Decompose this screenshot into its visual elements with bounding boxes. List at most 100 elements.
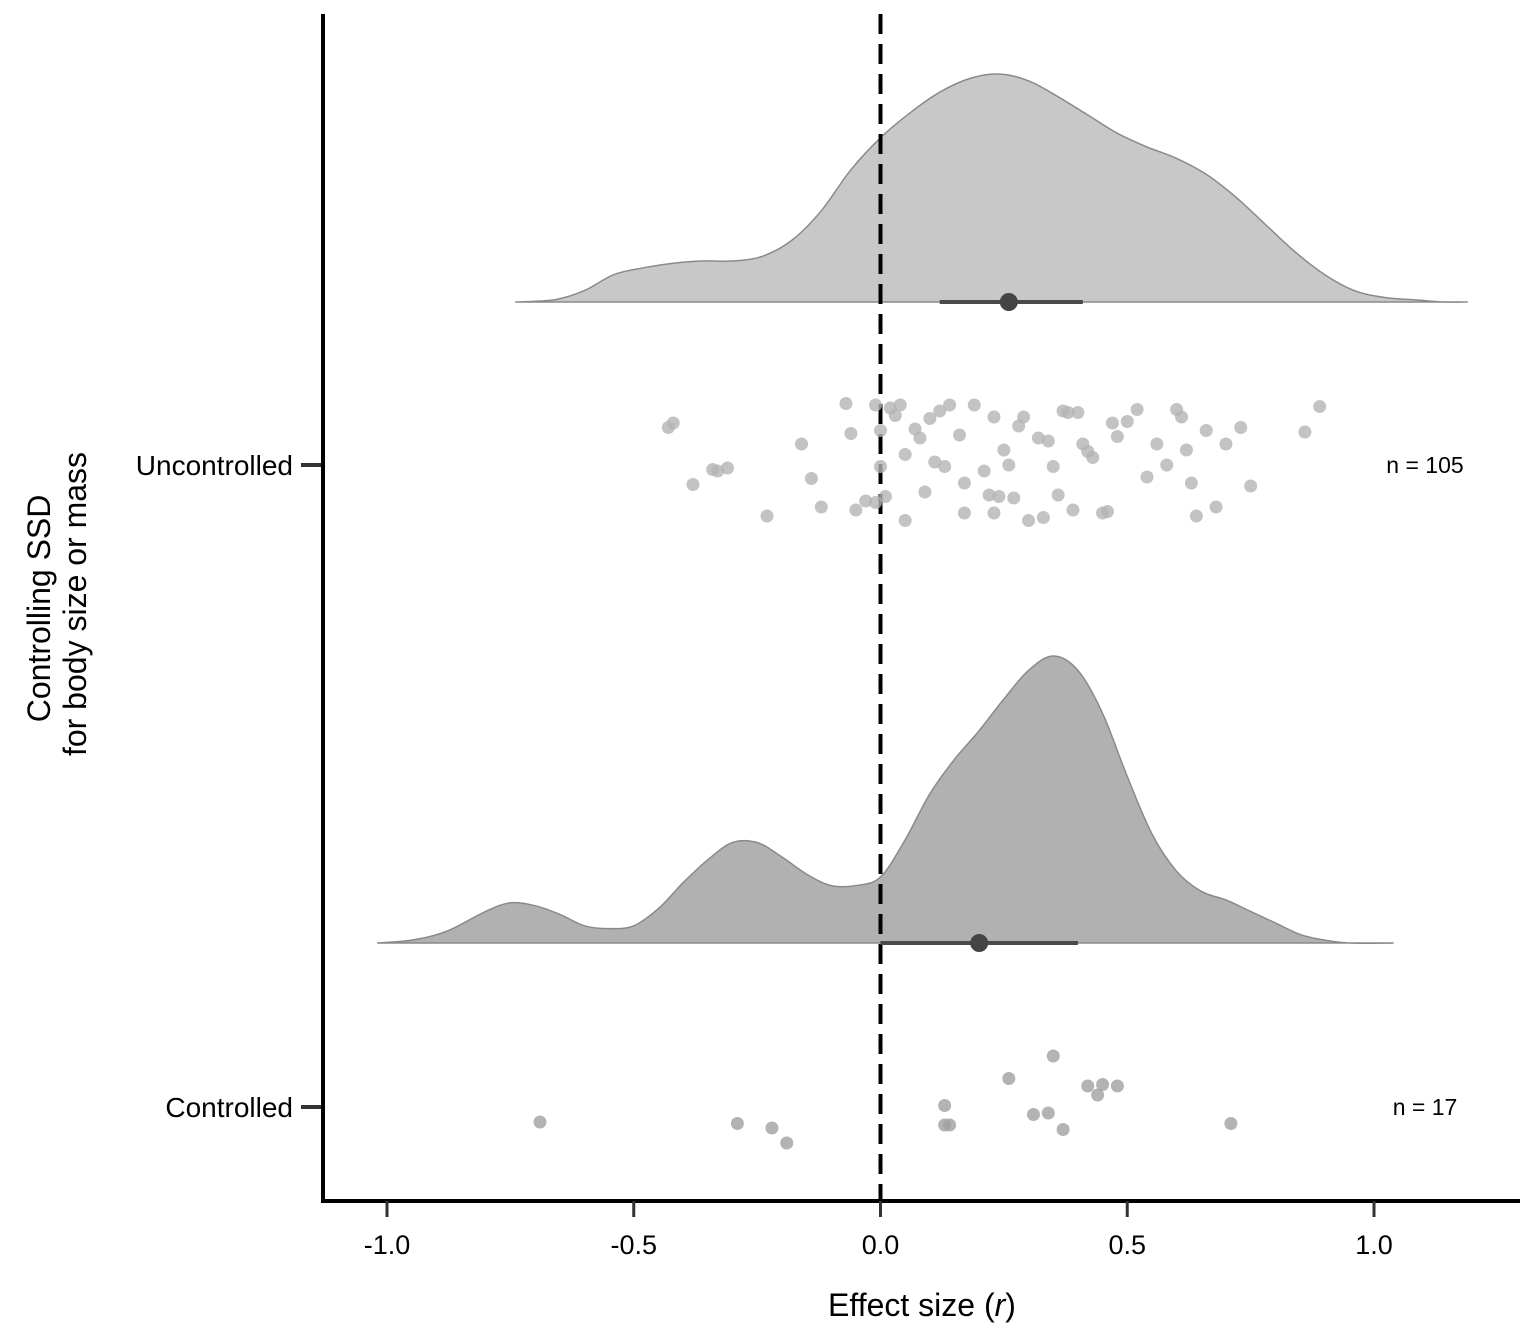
point-controlled <box>1110 1079 1124 1093</box>
point-uncontrolled <box>1175 410 1189 424</box>
point-uncontrolled <box>878 490 892 503</box>
point-uncontrolled <box>869 398 883 412</box>
points-layer <box>533 397 1327 1150</box>
point-uncontrolled <box>1101 505 1115 518</box>
point-uncontrolled <box>1041 434 1055 448</box>
density-controlled <box>377 655 1394 944</box>
point-controlled <box>943 1118 957 1132</box>
point-uncontrolled <box>992 490 1006 503</box>
point-uncontrolled <box>1051 488 1065 502</box>
y-axis-title: Controlling SSD for body size or mass <box>21 452 93 756</box>
point-uncontrolled <box>1189 509 1203 523</box>
point-controlled <box>1096 1078 1110 1091</box>
point-uncontrolled <box>1036 511 1050 524</box>
category-label-controlled: Controlled <box>165 1092 293 1123</box>
point-uncontrolled <box>1086 451 1100 464</box>
point-uncontrolled <box>967 398 981 412</box>
point-uncontrolled <box>1184 476 1198 490</box>
point-uncontrolled <box>1244 479 1258 493</box>
category-label-uncontrolled: Uncontrolled <box>136 450 293 481</box>
point-uncontrolled <box>987 506 1001 520</box>
point-uncontrolled <box>997 443 1011 457</box>
density-uncontrolled <box>515 73 1468 303</box>
point-uncontrolled <box>898 448 912 461</box>
point-uncontrolled <box>1234 421 1248 434</box>
point-uncontrolled <box>1179 443 1193 457</box>
label-layer: Effect size (r) Controlling SSD for body… <box>21 450 1464 1323</box>
point-controlled <box>765 1121 779 1135</box>
point-controlled <box>938 1099 952 1112</box>
point-uncontrolled <box>874 460 887 473</box>
point-uncontrolled <box>1199 424 1213 437</box>
point-uncontrolled <box>814 500 828 514</box>
point-uncontrolled <box>1140 470 1154 484</box>
point-uncontrolled <box>1130 403 1144 416</box>
point-uncontrolled <box>1160 458 1174 472</box>
point-uncontrolled <box>1046 460 1060 473</box>
point-uncontrolled <box>987 410 1001 424</box>
point-uncontrolled <box>1150 437 1164 451</box>
point-uncontrolled <box>898 514 912 527</box>
y-axis-title-line-2: for body size or mass <box>57 452 93 756</box>
point-uncontrolled <box>1017 410 1031 424</box>
point-uncontrolled <box>893 398 907 412</box>
point-uncontrolled <box>1313 400 1327 413</box>
point-uncontrolled <box>1071 406 1085 419</box>
point-uncontrolled <box>839 397 853 410</box>
point-uncontrolled <box>1219 437 1233 451</box>
point-uncontrolled <box>874 424 887 437</box>
point-controlled <box>730 1117 744 1130</box>
x-tick-label: -1.0 <box>364 1230 411 1260</box>
point-uncontrolled <box>1110 430 1124 443</box>
point-uncontrolled <box>888 409 902 422</box>
point-uncontrolled <box>804 472 818 485</box>
point-uncontrolled <box>1120 415 1134 428</box>
point-uncontrolled <box>686 478 700 491</box>
point-uncontrolled <box>982 488 996 502</box>
density-layer <box>377 73 1468 944</box>
point-uncontrolled <box>721 461 735 475</box>
axes <box>301 14 1520 1217</box>
point-uncontrolled <box>918 485 932 499</box>
point-uncontrolled <box>957 476 971 490</box>
interval-layer <box>880 293 1083 952</box>
point-uncontrolled <box>859 494 873 508</box>
point-controlled <box>1081 1079 1095 1093</box>
point-uncontrolled <box>844 427 858 440</box>
x-tick-label: 1.0 <box>1355 1230 1393 1260</box>
x-tick-label: -0.5 <box>610 1230 657 1260</box>
point-uncontrolled <box>943 398 957 412</box>
point-uncontrolled <box>869 496 883 509</box>
point-uncontrolled <box>1031 431 1045 445</box>
point-uncontrolled <box>1007 491 1021 505</box>
point-controlled <box>1046 1049 1060 1063</box>
point-uncontrolled <box>1061 406 1075 419</box>
point-uncontrolled <box>1002 458 1016 472</box>
point-uncontrolled <box>1298 425 1312 439</box>
y-axis-title-line-1: Controlling SSD <box>21 495 57 723</box>
point-uncontrolled <box>923 412 937 425</box>
point-uncontrolled <box>711 464 725 478</box>
x-axis-title: Effect size (r) <box>828 1287 1016 1323</box>
point-uncontrolled <box>760 509 774 523</box>
point-uncontrolled <box>928 455 942 469</box>
point-controlled <box>1091 1088 1105 1102</box>
n-label-uncontrolled: n = 105 <box>1386 452 1463 478</box>
point-uncontrolled <box>1066 503 1080 517</box>
point-controlled <box>1002 1072 1016 1085</box>
n-label-controlled: n = 17 <box>1393 1094 1458 1120</box>
point-uncontrolled <box>938 460 952 473</box>
point-controlled <box>780 1136 794 1150</box>
point-controlled <box>1056 1123 1070 1136</box>
point-uncontrolled <box>957 506 971 520</box>
point-uncontrolled <box>952 428 966 442</box>
point-controlled <box>1041 1106 1055 1120</box>
point-uncontrolled <box>1105 416 1119 430</box>
point-uncontrolled <box>913 431 927 445</box>
x-tick-label: 0.5 <box>1108 1230 1146 1260</box>
x-tick-label: 0.0 <box>862 1230 900 1260</box>
point-uncontrolled <box>795 437 809 451</box>
point-uncontrolled <box>1209 500 1223 514</box>
point-uncontrolled <box>849 503 863 517</box>
